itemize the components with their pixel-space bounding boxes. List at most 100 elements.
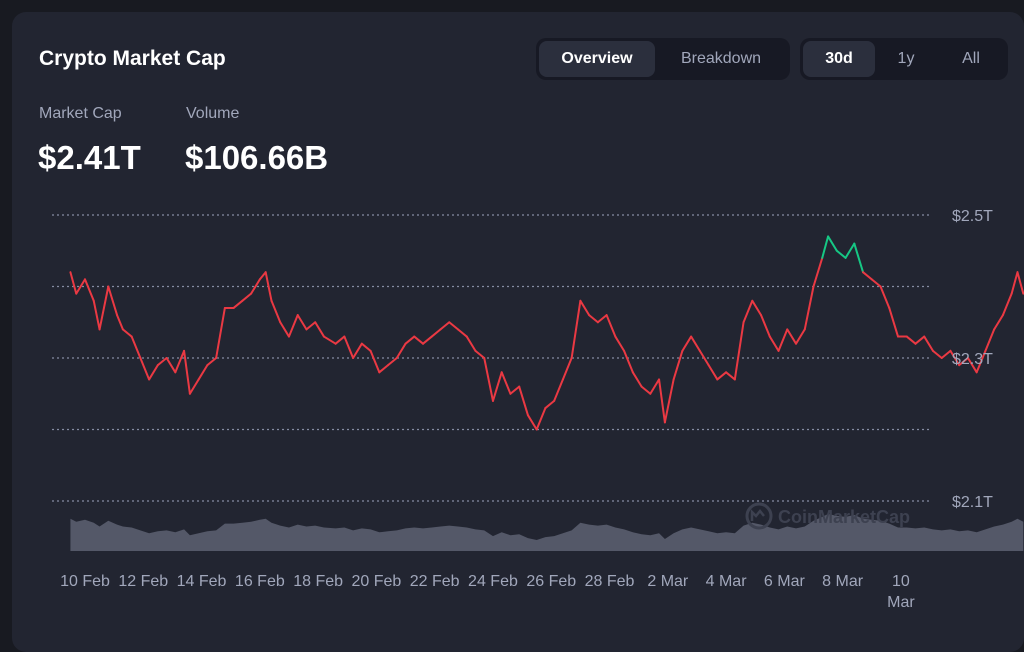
market-cap-chart: CoinMarketCap $2.5T $2.3T $2.1T 10 Feb 12 F… xyxy=(52,208,1024,611)
watermark: CoinMarketCap xyxy=(745,502,910,530)
price-line-segment xyxy=(139,357,151,381)
x-tick-label: 28 Feb xyxy=(585,573,635,590)
price-line-segment xyxy=(931,349,943,359)
price-line-segment xyxy=(491,371,503,402)
price-line-segment xyxy=(250,278,261,295)
price-line-segment xyxy=(596,314,608,324)
y-tick-label: $2.5T xyxy=(952,208,993,225)
price-line-segment xyxy=(605,314,617,338)
price-line-segment xyxy=(1001,292,1013,317)
x-tick-label: 6 Mar xyxy=(764,573,806,590)
price-line-segment xyxy=(75,278,86,295)
price-line-segment xyxy=(465,335,477,352)
x-tick-label: 16 Feb xyxy=(235,573,285,590)
price-line-segment xyxy=(786,328,798,345)
x-tick-label: 4 Mar xyxy=(706,573,748,590)
x-tick-label-line: 10 xyxy=(892,573,910,590)
price-line-segment xyxy=(535,407,547,431)
price-line-segment xyxy=(751,299,763,317)
price-line-segment xyxy=(404,335,416,345)
price-line-segment xyxy=(853,242,865,274)
price-line-segment xyxy=(378,364,390,374)
price-line-segment xyxy=(98,285,110,331)
price-line-segment xyxy=(690,335,701,352)
price-line-segment xyxy=(561,357,573,381)
price-line-segment xyxy=(241,292,253,302)
price-line-segment xyxy=(795,328,806,345)
x-tick-label: 8 Mar xyxy=(822,573,864,590)
price-line-segment xyxy=(923,335,934,352)
price-line-segment xyxy=(588,314,599,324)
coinmarketcap-logo-icon xyxy=(745,502,773,530)
price-line-segment xyxy=(258,271,267,281)
price-line-segment xyxy=(681,335,693,352)
price-line-segment xyxy=(305,321,317,331)
price-line-segment xyxy=(579,299,591,317)
price-line-segment xyxy=(360,342,372,352)
volume-value: $106.66B xyxy=(185,139,329,176)
price-line-segment xyxy=(844,242,856,259)
price-line-segment xyxy=(474,349,486,359)
volume-label: Volume xyxy=(186,105,240,122)
tab-breakdown[interactable]: Breakdown xyxy=(680,50,762,67)
price-line-segment xyxy=(984,328,996,352)
price-line-segment xyxy=(812,256,824,288)
price-line-segment xyxy=(264,271,273,302)
price-line-segment xyxy=(121,328,133,338)
x-tick-label: 22 Feb xyxy=(410,573,460,590)
price-line-segment xyxy=(188,378,200,395)
price-line xyxy=(69,235,1024,431)
price-line-segment xyxy=(940,349,952,359)
price-line-segment xyxy=(439,321,451,331)
price-line-segment xyxy=(232,299,244,309)
x-tick-label-line: Mar xyxy=(887,594,915,611)
price-line-segment xyxy=(369,349,381,374)
price-line-segment xyxy=(1010,271,1019,295)
x-tick-label: 18 Feb xyxy=(293,573,343,590)
price-line-segment xyxy=(672,349,684,381)
range-30d-button[interactable]: 30d xyxy=(803,41,875,77)
price-line-segment xyxy=(879,285,891,309)
price-line-segment xyxy=(640,385,652,395)
price-line-segment xyxy=(483,357,494,402)
price-line-segment xyxy=(84,278,95,302)
x-tick-label: 26 Feb xyxy=(526,573,576,590)
price-line-segment xyxy=(526,414,538,431)
range-1y-button[interactable]: 1y xyxy=(897,50,915,67)
price-line-segment xyxy=(287,314,299,338)
price-line-segment xyxy=(958,357,969,367)
price-line-segment xyxy=(279,321,290,338)
price-line-segment xyxy=(334,335,346,345)
price-line-segment xyxy=(296,314,308,331)
price-line-segment xyxy=(570,299,582,359)
coinmarketcap-mark-icon xyxy=(750,508,765,521)
range-all-button[interactable]: All xyxy=(962,50,980,67)
x-tick-label: 12 Feb xyxy=(118,573,168,590)
price-line-segment xyxy=(314,321,325,338)
market-cap-value: $2.41T xyxy=(38,139,141,176)
price-line-segment xyxy=(500,371,512,395)
price-line-segment xyxy=(352,342,363,359)
price-line-segment xyxy=(905,335,917,345)
price-line-segment xyxy=(174,349,186,374)
price-line-segment xyxy=(993,314,1004,331)
price-line-segment xyxy=(387,357,398,367)
price-line-segment xyxy=(949,349,961,367)
x-tick-label: 2 Mar xyxy=(647,573,689,590)
price-line-segment xyxy=(663,378,675,424)
price-line-segment xyxy=(742,299,754,324)
view-toggle: Overview Breakdown xyxy=(536,38,790,80)
x-tick-label: 10 Mar xyxy=(887,573,915,611)
price-line-segment xyxy=(966,357,978,374)
price-line-segment xyxy=(1016,271,1024,295)
page-title: Crypto Market Cap xyxy=(39,47,226,70)
chart-grid xyxy=(52,214,932,502)
y-tick-label: $2.1T xyxy=(952,494,993,511)
price-line-segment xyxy=(870,278,882,288)
price-line-segment xyxy=(130,335,142,359)
y-axis: $2.5T $2.3T $2.1T xyxy=(952,208,993,511)
tab-overview[interactable]: Overview xyxy=(539,41,655,77)
price-line-segment xyxy=(803,285,815,331)
price-line-segment xyxy=(623,349,634,374)
market-cap-label: Market Cap xyxy=(39,105,122,122)
